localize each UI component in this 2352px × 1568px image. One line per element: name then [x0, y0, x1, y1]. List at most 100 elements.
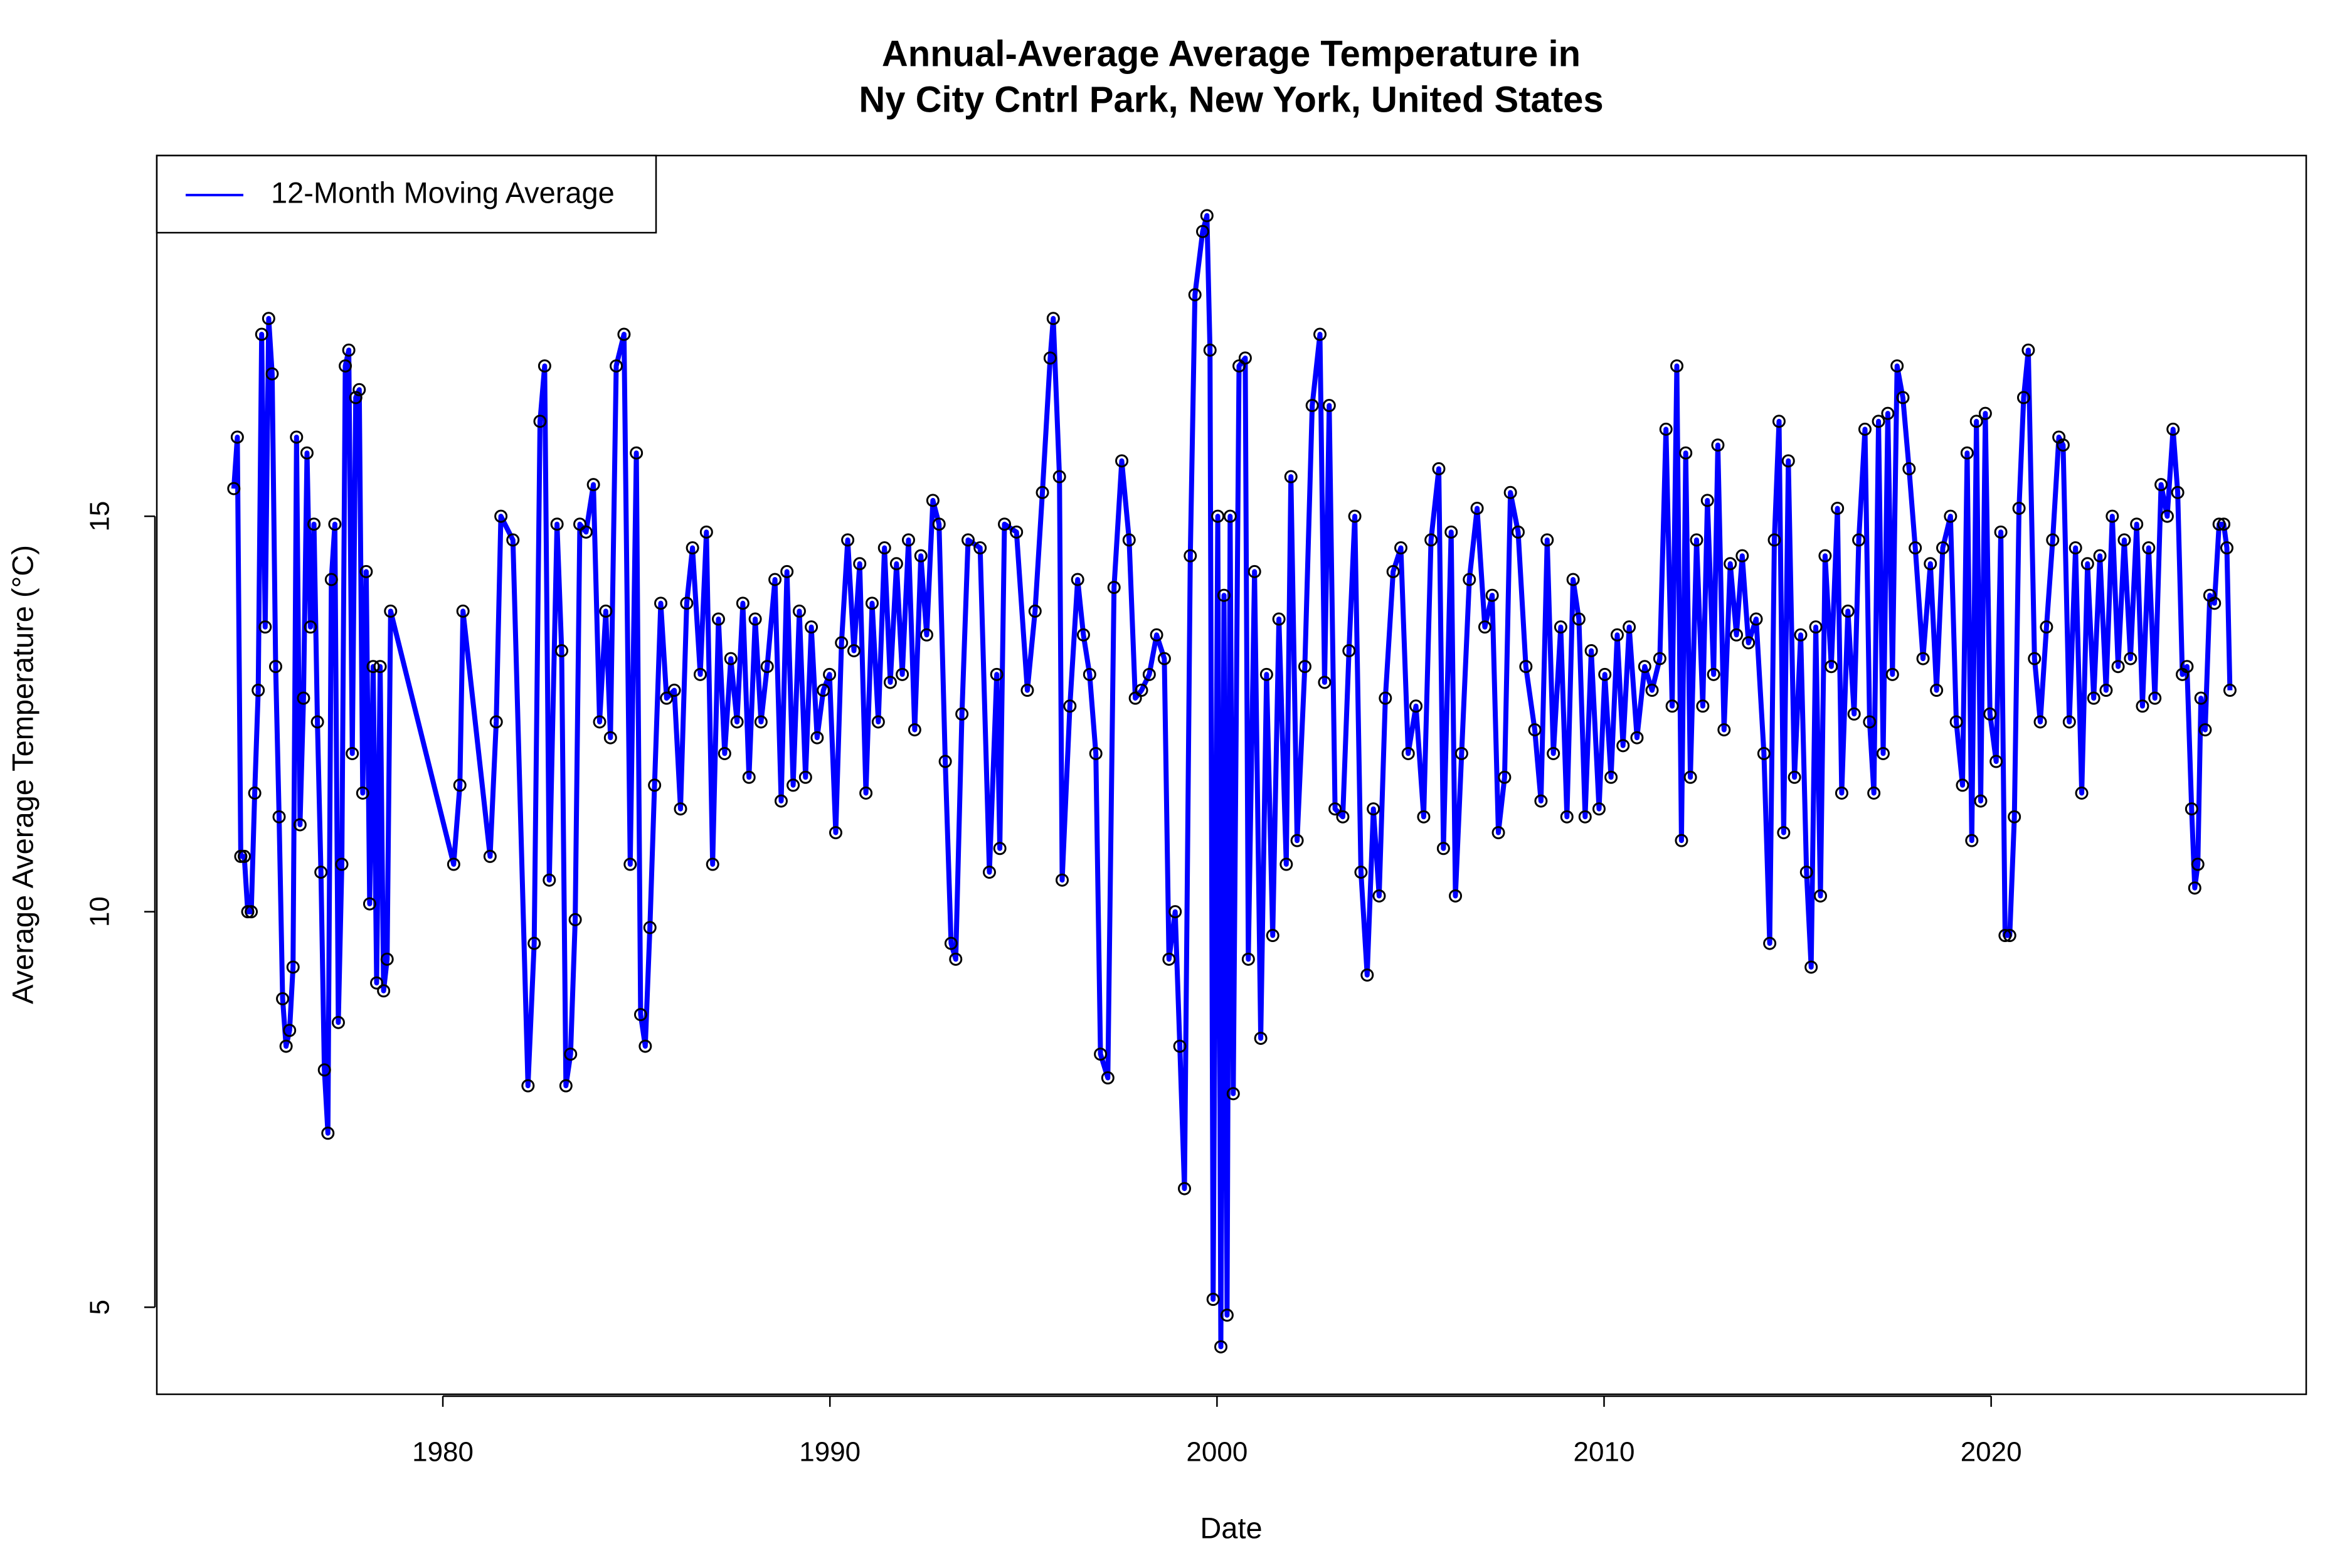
- data-point: [919, 628, 933, 642]
- legend-label: 12-Month Moving Average: [271, 176, 615, 209]
- data-point: [1572, 612, 1586, 626]
- data-point: [1046, 312, 1060, 326]
- data-point: [230, 430, 244, 444]
- data-point: [1670, 359, 1684, 373]
- data-point: [2191, 857, 2205, 871]
- data-point: [877, 541, 891, 555]
- data-point: [1336, 810, 1350, 824]
- data-point: [1960, 446, 1974, 460]
- data-point: [1444, 525, 1458, 539]
- data-point: [1623, 620, 1636, 634]
- data-point: [1566, 573, 1580, 586]
- data-point: [1266, 929, 1279, 943]
- data-point: [1872, 415, 1885, 428]
- data-point: [1498, 770, 1512, 784]
- data-point: [1978, 406, 1992, 420]
- data-point: [711, 612, 725, 626]
- data-point: [1965, 834, 1979, 847]
- data-point: [453, 778, 467, 792]
- data-point: [865, 596, 879, 610]
- data-point: [245, 905, 258, 919]
- data-point: [1534, 794, 1548, 808]
- data-point: [1944, 509, 1957, 523]
- x-tick-label: 2010: [1574, 1437, 1635, 1468]
- data-point: [2194, 691, 2208, 705]
- data-point: [955, 707, 969, 721]
- data-point: [1788, 770, 1801, 784]
- data-point: [1777, 826, 1791, 840]
- data-point: [1454, 746, 1468, 760]
- data-point: [1028, 604, 1042, 618]
- data-point: [889, 557, 903, 571]
- data-point: [304, 620, 317, 634]
- data-point: [1890, 359, 1904, 373]
- data-point: [1902, 462, 1916, 475]
- data-point: [742, 770, 756, 784]
- data-point: [1248, 564, 1261, 578]
- data-point: [1767, 533, 1781, 547]
- x-tick-label: 2000: [1186, 1437, 1248, 1468]
- data-point: [1763, 936, 1777, 950]
- data-point: [1936, 541, 1950, 555]
- data-point: [2136, 699, 2149, 713]
- data-point: [660, 691, 674, 705]
- data-point: [961, 533, 975, 547]
- data-point: [1540, 533, 1554, 547]
- data-point: [1162, 952, 1176, 966]
- data-point: [1491, 826, 1505, 840]
- data-point: [324, 573, 338, 586]
- data-point: [1730, 628, 1744, 642]
- data-point: [1290, 834, 1304, 847]
- data-point: [1436, 842, 1450, 856]
- y-tick-label: 5: [85, 1300, 115, 1315]
- y-axis-label: Average Average Temperature (°C): [6, 545, 39, 1004]
- data-point: [1200, 209, 1214, 223]
- data-point: [2148, 691, 2162, 705]
- data-point: [1799, 866, 1813, 879]
- data-point: [1974, 794, 1988, 808]
- data-point: [2171, 485, 2185, 499]
- data-point: [272, 810, 286, 824]
- data-point: [599, 604, 613, 618]
- data-point: [1578, 810, 1592, 824]
- data-point: [1279, 857, 1293, 871]
- data-point: [693, 667, 707, 681]
- data-point: [359, 564, 373, 578]
- data-point: [1592, 802, 1606, 816]
- data-point: [938, 755, 952, 768]
- data-point: [993, 842, 1007, 856]
- data-point: [792, 604, 806, 618]
- data-point: [241, 905, 255, 919]
- data-point: [2016, 391, 2030, 405]
- data-point: [339, 359, 352, 373]
- data-point: [829, 826, 842, 840]
- data-point: [1052, 470, 1066, 484]
- data-point: [550, 517, 564, 531]
- data-point: [555, 644, 569, 657]
- data-point: [494, 509, 508, 523]
- data-point: [633, 1008, 647, 1022]
- data-point: [2099, 684, 2113, 697]
- data-point: [352, 383, 366, 396]
- data-point: [1328, 802, 1342, 816]
- data-point: [1238, 351, 1252, 365]
- data-point: [1360, 968, 1374, 982]
- data-point: [1610, 628, 1624, 642]
- x-tick-label: 1980: [412, 1437, 474, 1468]
- data-point: [841, 533, 855, 547]
- data-point: [2124, 652, 2137, 665]
- data-point: [380, 952, 394, 966]
- data-point: [2198, 723, 2212, 737]
- data-point: [847, 644, 861, 657]
- data-point: [1630, 731, 1644, 744]
- data-point: [1203, 343, 1217, 357]
- data-point: [1707, 667, 1720, 681]
- data-point: [1659, 422, 1673, 436]
- data-point: [1449, 889, 1463, 903]
- data-point: [667, 684, 681, 697]
- data-point: [1232, 359, 1246, 373]
- data-point: [1924, 557, 1937, 571]
- data-point: [2012, 501, 2026, 515]
